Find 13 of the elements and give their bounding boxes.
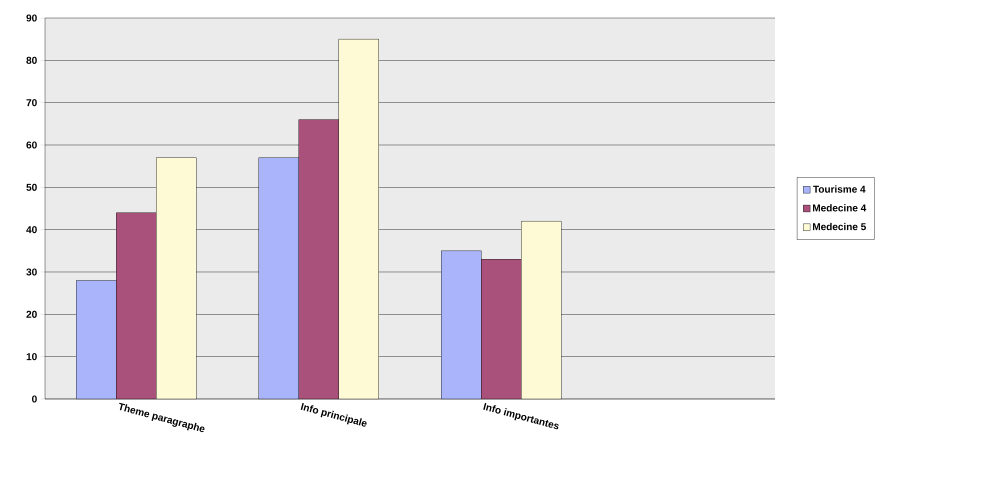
y-tick-label: 90: [26, 14, 37, 22]
legend-label: Medecine 5: [813, 222, 866, 230]
y-tick-label: 50: [26, 184, 37, 191]
y-tick-label: 40: [26, 226, 37, 234]
y-tick-label: 10: [26, 353, 37, 360]
legend-label: Medecine 4: [813, 204, 866, 212]
y-tick-label: 30: [26, 268, 37, 276]
legend-label: Tourisme 4: [813, 185, 866, 193]
y-tick-label: 20: [26, 310, 37, 318]
y-tick-label: 80: [26, 56, 37, 64]
y-tick-label: 60: [26, 141, 37, 149]
y-tick-label: 70: [26, 99, 37, 106]
y-tick-label: 0: [32, 395, 37, 403]
